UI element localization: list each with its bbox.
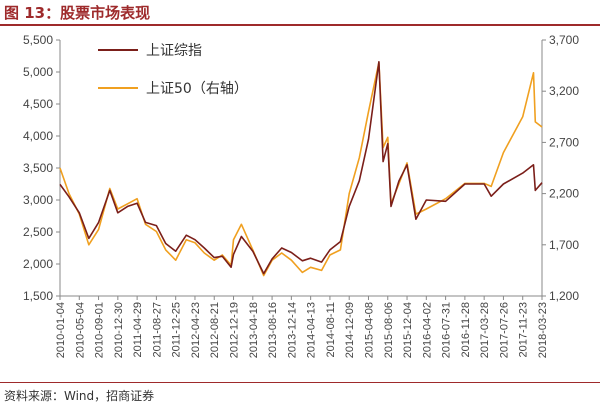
left-tick-label: 1,500 — [23, 289, 53, 303]
x-tick-label: 2013-08-16 — [267, 302, 279, 358]
left-tick-label: 4,500 — [23, 97, 53, 111]
x-tick-label: 2012-08-21 — [209, 302, 221, 358]
left-tick-label: 3,000 — [23, 193, 53, 207]
x-tick-label: 2011-04-29 — [132, 302, 144, 357]
legend-label: 上证50（右轴） — [146, 81, 248, 97]
series-line-shanghai-composite — [59, 60, 543, 275]
x-tick-label: 2014-08-11 — [325, 302, 337, 357]
source-note: 资料来源：Wind，招商证券 — [4, 389, 155, 403]
legend-label: 上证综指 — [146, 43, 202, 59]
right-tick-label: 1,200 — [549, 289, 579, 303]
x-tick-label: 2015-04-08 — [363, 302, 375, 358]
x-tick-label: 2013-12-14 — [286, 302, 298, 358]
line-chart: 1,500 2,000 2,500 3,000 3,500 4,000 4,500 5,000… — [23, 33, 579, 358]
x-tick-label: 2011-08-27 — [151, 302, 163, 357]
x-tick-label: 2010-12-30 — [113, 302, 125, 358]
x-tick-label: 2016-11-28 — [460, 302, 472, 357]
x-tick-label: 2017-11-23 — [518, 302, 530, 357]
left-tick-label: 2,500 — [23, 225, 53, 239]
x-tick-label: 2018-03-23 — [537, 302, 549, 358]
x-tick-label: 2015-08-06 — [383, 302, 395, 358]
right-tick-label: 2,700 — [549, 135, 579, 149]
footer-divider — [0, 382, 600, 383]
right-tick-label: 2,200 — [549, 187, 579, 201]
x-tick-label: 2010-09-01 — [94, 302, 106, 358]
left-tick-label: 5,000 — [23, 65, 53, 79]
x-tick-label: 2012-12-19 — [229, 302, 241, 358]
title-divider — [0, 24, 600, 26]
x-tick-label: 2012-04-23 — [190, 302, 202, 358]
right-tick-label: 3,700 — [549, 33, 579, 47]
x-tick-label: 2016-04-02 — [421, 302, 433, 358]
right-tick-label: 1,700 — [549, 238, 579, 252]
x-tick-label: 2010-01-04 — [55, 302, 67, 358]
left-tick-label: 2,000 — [23, 257, 53, 271]
x-tick-label: 2010-05-04 — [74, 302, 86, 358]
right-tick-label: 3,200 — [549, 84, 579, 98]
page-title: 图 13：股票市场表现 — [4, 4, 151, 22]
left-tick-label: 4,000 — [23, 129, 53, 143]
x-tick-label: 2017-07-26 — [498, 302, 510, 358]
left-tick-label: 5,500 — [23, 33, 53, 47]
left-tick-label: 3,500 — [23, 161, 53, 175]
x-tick-label: 2015-12-04 — [402, 302, 414, 358]
x-tick-label: 2016-07-31 — [441, 302, 453, 358]
x-tick-label: 2014-04-13 — [306, 302, 318, 358]
x-tick-label: 2013-04-18 — [248, 302, 260, 358]
x-tick-label: 2011-12-25 — [171, 302, 183, 357]
series-line-sse50 — [59, 61, 543, 277]
x-tick-label: 2017-03-28 — [479, 302, 491, 358]
x-tick-label: 2014-12-09 — [344, 302, 356, 358]
